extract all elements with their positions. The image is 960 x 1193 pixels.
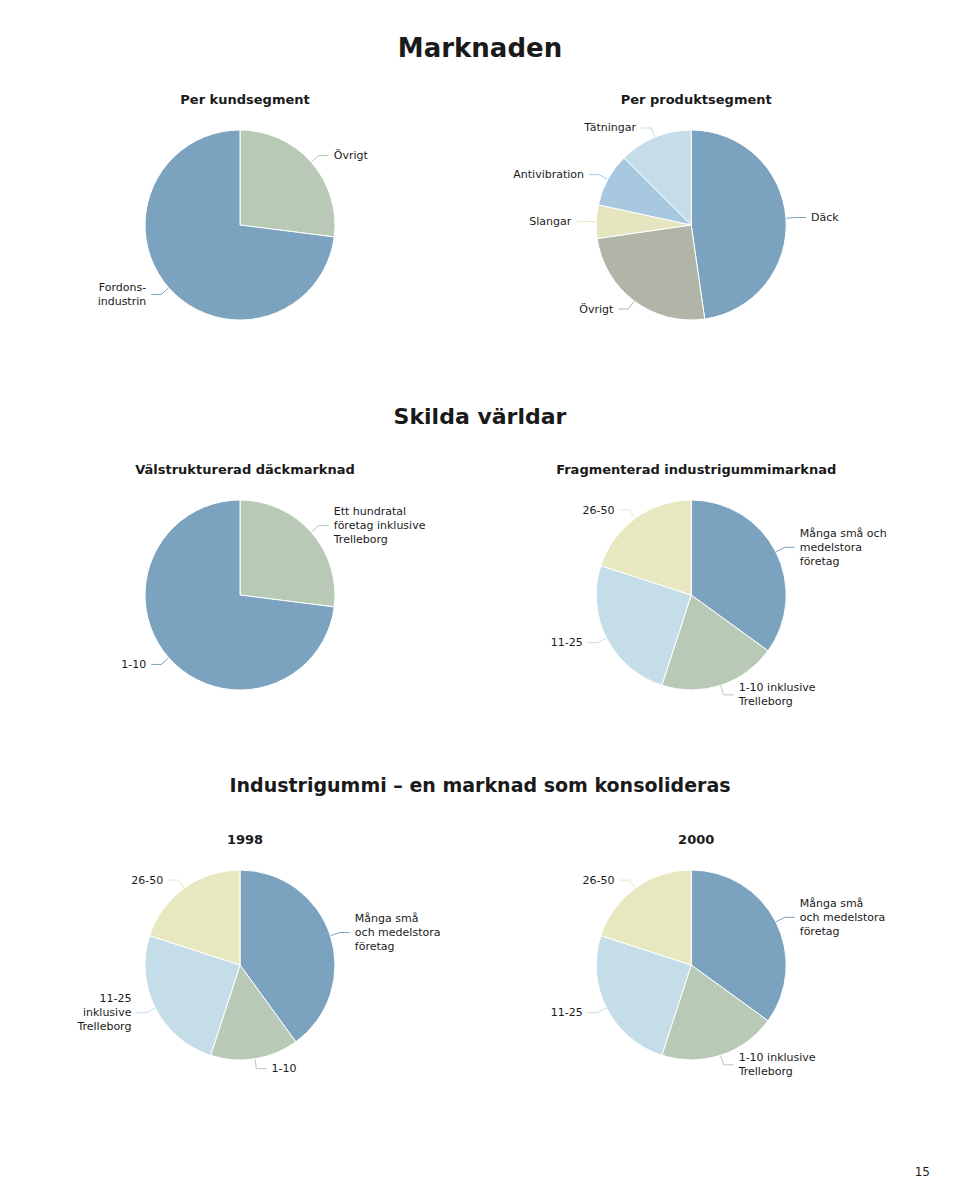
- svg-text:Många små och: Många små och: [800, 527, 887, 540]
- svg-text:1-10 inklusive: 1-10 inklusive: [739, 681, 816, 694]
- svg-text:Per kundsegment: Per kundsegment: [180, 92, 309, 107]
- svg-text:15: 15: [915, 1165, 930, 1179]
- svg-text:1-10 inklusive: 1-10 inklusive: [739, 1051, 816, 1064]
- svg-text:företag inklusive: företag inklusive: [334, 519, 426, 532]
- svg-text:Många små: Många små: [355, 912, 419, 925]
- svg-text:26-50: 26-50: [583, 504, 615, 517]
- svg-text:11-25: 11-25: [551, 636, 583, 649]
- svg-text:11-25: 11-25: [99, 992, 131, 1005]
- svg-text:Ett hundratal: Ett hundratal: [334, 505, 406, 518]
- svg-text:företag: företag: [800, 925, 840, 938]
- svg-text:Tätningar: Tätningar: [583, 121, 636, 134]
- svg-text:1998: 1998: [227, 832, 263, 847]
- svg-text:företag: företag: [355, 940, 395, 953]
- svg-text:och medelstora: och medelstora: [355, 926, 441, 939]
- svg-text:och medelstora: och medelstora: [800, 911, 886, 924]
- svg-text:Marknaden: Marknaden: [398, 33, 562, 63]
- svg-text:2000: 2000: [678, 832, 714, 847]
- svg-text:Många små: Många små: [800, 897, 864, 910]
- svg-text:26-50: 26-50: [131, 874, 163, 887]
- svg-text:1-10: 1-10: [121, 658, 146, 671]
- svg-text:medelstora: medelstora: [800, 541, 862, 554]
- svg-text:inklusive: inklusive: [83, 1006, 132, 1019]
- svg-text:Trelleborg: Trelleborg: [333, 533, 388, 546]
- svg-text:Trelleborg: Trelleborg: [738, 695, 793, 708]
- svg-text:Trelleborg: Trelleborg: [76, 1020, 131, 1033]
- svg-text:Välstrukturerad däckmarknad: Välstrukturerad däckmarknad: [135, 462, 355, 477]
- svg-text:Trelleborg: Trelleborg: [738, 1065, 793, 1078]
- svg-text:Slangar: Slangar: [529, 215, 571, 228]
- svg-text:industrin: industrin: [98, 295, 147, 308]
- svg-text:Skilda världar: Skilda världar: [394, 404, 567, 429]
- svg-text:26-50: 26-50: [583, 874, 615, 887]
- svg-text:Fordons-: Fordons-: [99, 281, 146, 294]
- svg-text:Fragmenterad industrigummimark: Fragmenterad industrigummimarknad: [556, 462, 836, 477]
- svg-text:Övrigt: Övrigt: [334, 149, 369, 162]
- svg-text:1-10: 1-10: [271, 1062, 296, 1075]
- svg-text:företag: företag: [800, 555, 840, 568]
- svg-text:11-25: 11-25: [551, 1006, 583, 1019]
- svg-text:Antivibration: Antivibration: [513, 168, 584, 181]
- svg-text:Industrigummi – en marknad som: Industrigummi – en marknad som konsolide…: [229, 774, 730, 796]
- svg-text:Övrigt: Övrigt: [579, 303, 614, 316]
- svg-text:Per produktsegment: Per produktsegment: [621, 92, 772, 107]
- svg-text:Däck: Däck: [811, 211, 839, 224]
